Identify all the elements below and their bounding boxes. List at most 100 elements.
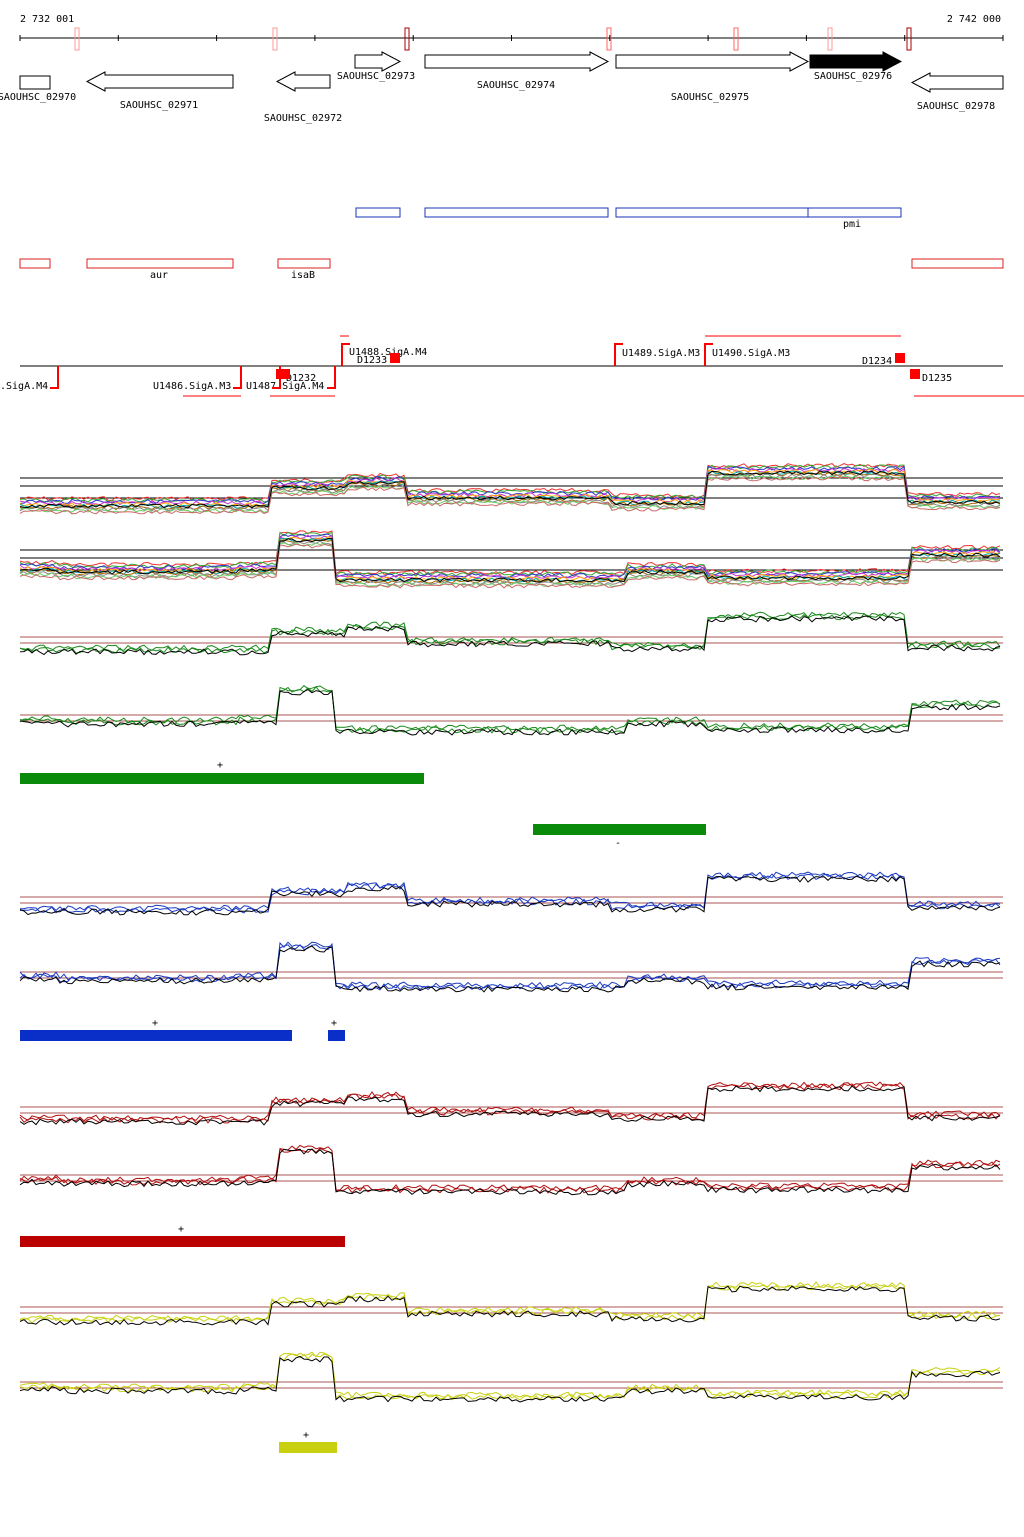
- expression-trace: [19, 689, 1001, 736]
- promoter-block: [276, 369, 290, 379]
- promoter-flag: [704, 343, 713, 366]
- promoter-label: D1235: [922, 373, 952, 384]
- gene-arrow: [910, 72, 1004, 93]
- operon-box: [615, 207, 809, 218]
- expression-trace: [19, 615, 1001, 656]
- expression-trace: [19, 871, 1001, 912]
- operon-box: [424, 207, 609, 218]
- regulon-label: aur: [150, 270, 168, 281]
- expression-trace: [19, 611, 1001, 652]
- expression-trace: [19, 1355, 1001, 1403]
- terminator: [606, 27, 612, 51]
- terminator: [74, 27, 80, 51]
- operon-box: [355, 207, 401, 218]
- expression-trace: [19, 1353, 1001, 1401]
- expression-trace: [19, 1081, 1001, 1122]
- strand-mark: +: [152, 1018, 158, 1029]
- promoter-label: D1233: [357, 355, 387, 366]
- condition-bar: [533, 824, 706, 835]
- operon-label: pmi: [843, 219, 861, 230]
- expression-trace: [19, 686, 1001, 734]
- promoter-label: D1234: [862, 356, 892, 367]
- regulon-box: [911, 258, 1004, 269]
- expression-trace: [19, 543, 1001, 589]
- promoter-flag: [233, 366, 242, 389]
- expression-trace: [19, 531, 1001, 577]
- gene-label: SAOUHSC_02973: [337, 71, 415, 82]
- regulon-box: [19, 258, 51, 269]
- strand-mark: +: [331, 1018, 337, 1029]
- regulon-box: [86, 258, 234, 269]
- expression-trace: [19, 945, 1001, 993]
- expression-trace: [19, 1148, 1001, 1196]
- expression-trace: [19, 684, 1001, 732]
- promoter-label: U1487.SigA.M4: [246, 381, 324, 392]
- gene-arrow: [85, 71, 234, 92]
- promoter-label: U1490.SigA.M3: [712, 348, 790, 359]
- gene-label: SAOUHSC_02970: [0, 92, 76, 103]
- expression-trace: [19, 613, 1001, 654]
- promoter-flag: [614, 343, 623, 366]
- condition-bar: [20, 1030, 292, 1041]
- promoter-flag: [341, 343, 350, 366]
- expression-trace: [19, 1351, 1001, 1399]
- expression-trace: [19, 1147, 1001, 1194]
- gene-label: SAOUHSC_02972: [264, 113, 342, 124]
- expression-trace: [19, 875, 1001, 916]
- promoter-block: [910, 369, 920, 379]
- expression-trace: [19, 470, 1001, 509]
- expression-trace: [19, 873, 1001, 914]
- expression-trace: [19, 538, 1001, 583]
- condition-bar: [20, 773, 424, 784]
- terminator: [827, 27, 833, 51]
- expression-trace: [19, 537, 1001, 583]
- expression-trace: [19, 530, 1001, 576]
- operon-box: [807, 207, 902, 218]
- promoter-block: [390, 353, 400, 363]
- promoter-label: U1488.SigA.M4: [349, 347, 427, 358]
- expression-trace: [19, 470, 1001, 509]
- promoter-label: U1489.SigA.M3: [622, 348, 700, 359]
- gene-arrow: [354, 51, 402, 72]
- expression-trace: [19, 941, 1001, 989]
- strand-mark: +: [178, 1224, 184, 1235]
- expression-trace: [19, 473, 1001, 512]
- expression-trace: [19, 465, 1001, 505]
- expression-trace: [19, 1083, 1001, 1124]
- condition-bar: [279, 1442, 337, 1453]
- promoter-flag: [327, 366, 336, 389]
- expression-trace: [19, 476, 1001, 515]
- gene-arrow: [275, 71, 331, 92]
- terminator: [272, 27, 278, 51]
- gene-arrow: [615, 51, 810, 72]
- gene-label: SAOUHSC_02975: [671, 92, 749, 103]
- gene-label: SAOUHSC_02976: [814, 71, 892, 82]
- gene-box: [19, 75, 51, 90]
- expression-trace: [19, 1144, 1001, 1192]
- regulon-box: [277, 258, 331, 269]
- terminator: [404, 27, 410, 51]
- expression-trace: [19, 1285, 1001, 1326]
- strand-mark: +: [303, 1430, 309, 1441]
- expression-trace: [19, 463, 1001, 501]
- promoter-label: D1232: [286, 373, 316, 384]
- expression-trace: [19, 540, 1001, 586]
- expression-trace: [19, 1281, 1001, 1322]
- gene-label: SAOUHSC_02974: [477, 80, 555, 91]
- promoter-flag: [50, 366, 59, 389]
- expression-trace: [19, 1085, 1001, 1126]
- expression-trace: [19, 942, 1001, 991]
- expression-trace: [19, 541, 1001, 588]
- gene-label: SAOUHSC_02978: [917, 101, 995, 112]
- condition-bar: [20, 1236, 345, 1247]
- terminator: [733, 27, 739, 51]
- end-coordinate: 2 742 000: [947, 14, 1001, 25]
- gene-label: SAOUHSC_02971: [120, 100, 198, 111]
- promoter-label: U1486.SigA.M3: [153, 381, 231, 392]
- strand-mark: -: [615, 838, 621, 849]
- strand-mark: +: [217, 760, 223, 771]
- gene-arrow: [424, 51, 610, 72]
- start-coordinate: 2 732 001: [20, 14, 74, 25]
- promoter-label: .SigA.M4: [0, 381, 48, 392]
